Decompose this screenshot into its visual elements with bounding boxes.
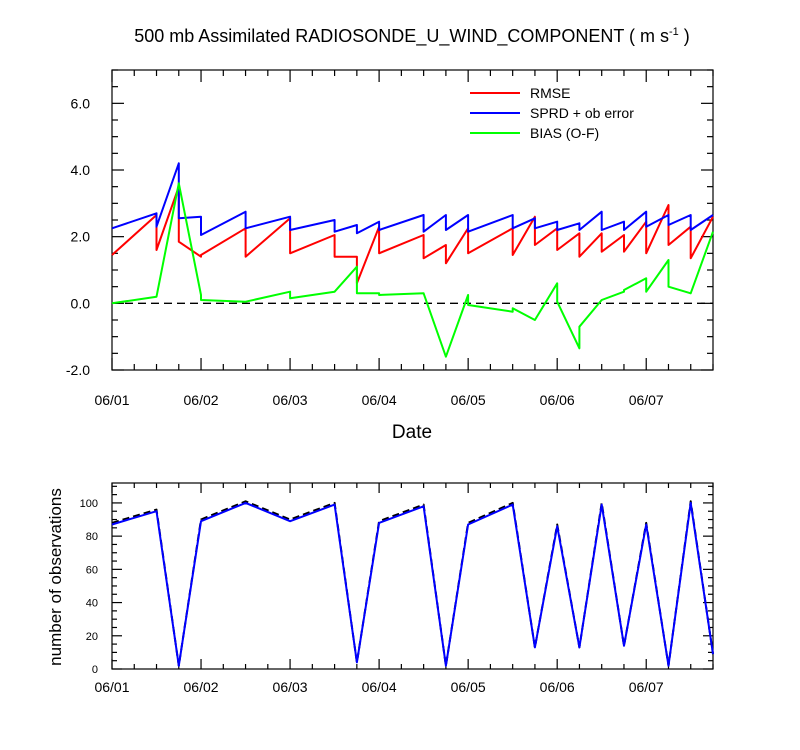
y-tick-label-bottom: 20 [86,631,98,643]
y-axis-label-bottom: number of observations [46,488,65,666]
x-tick-label-bottom: 06/05 [451,679,486,695]
x-tick-label-top: 06/06 [540,392,575,408]
x-tick-label-top: 06/04 [362,392,397,408]
y-tick-label-top: 0.0 [71,295,91,311]
chart-title-text: 500 mb Assimilated RADIOSONDE_U_WIND_COM… [134,26,669,47]
x-tick-label-top: 06/02 [184,392,219,408]
y-tick-label-top: 4.0 [71,162,91,178]
y-tick-label-bottom: 80 [86,531,98,543]
plot-frame-bottom [111,482,714,670]
x-axis-label: Date [392,422,432,443]
x-tick-label-top: 06/05 [451,392,486,408]
top-panel: 06/01 06/02 06/03 06/04 06/05 06/06 06/07 -2.0 0… [66,69,714,408]
y-tick-label-bottom: 40 [86,598,98,610]
x-tick-label-top: 06/07 [629,392,664,408]
x-tick-label-bottom: 06/02 [184,679,219,695]
y-tick-label-top: 2.0 [71,229,91,245]
series-line-bias [111,182,714,358]
series-line-sprd [111,162,714,236]
x-tick-label-bottom: 06/06 [540,679,575,695]
x-tick-label-top: 06/03 [273,392,308,408]
chart-title: 500 mb Assimilated RADIOSONDE_U_WIND_COM… [134,26,690,47]
y-tick-label-top: 6.0 [71,95,91,111]
bottom-panel: 06/01 06/02 06/03 06/04 06/05 06/06 06/07 0 20 40… [80,482,714,695]
y-tick-label-bottom: 0 [92,664,98,676]
x-tick-label-top: 06/01 [94,392,129,408]
x-tick-label-bottom: 06/07 [629,679,664,695]
legend-label-bias: BIAS (O-F) [530,125,599,141]
y-tick-label-bottom: 100 [80,498,98,510]
series-line-rmse [111,185,714,285]
chart-title-superscript: -1 [669,26,679,38]
legend-label-rmse: RMSE [530,85,570,101]
x-tick-label-bottom: 06/03 [273,679,308,695]
x-tick-label-bottom: 06/04 [362,679,397,695]
y-tick-label-top: -2.0 [66,362,90,378]
legend-label-sprd: SPRD + ob error [530,105,634,121]
obs-line-solid [111,501,714,667]
y-tick-label-bottom: 60 [86,564,98,576]
x-tick-label-bottom: 06/01 [94,679,129,695]
chart-title-suffix: ) [679,26,690,46]
